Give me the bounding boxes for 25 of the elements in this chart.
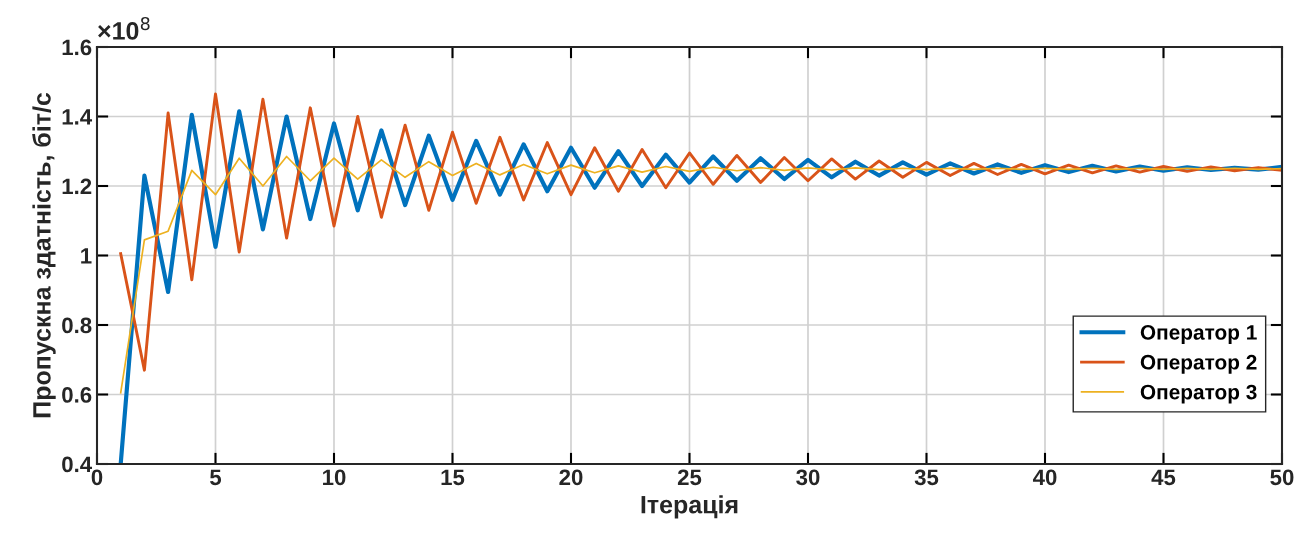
y-tick-label: 1 (81, 248, 92, 264)
y-tick-label: 1.6 (62, 39, 92, 56)
text: ×10$^{8}$ (98, 16, 150, 40)
legend-label: Оператор 2 (1140, 354, 1257, 374)
x-tick-label: 5 (210, 469, 222, 486)
legend-label: Оператор 3 (1140, 384, 1257, 404)
x-tick-label: 35 (914, 469, 939, 486)
x-tick-label: 40 (1032, 469, 1057, 486)
x-axis-title: Ітерація (641, 495, 738, 519)
x-tick-label: 45 (1151, 469, 1176, 486)
x-tick-label: 20 (559, 469, 583, 486)
x-tick-label: 30 (796, 469, 820, 486)
y-tick-label: 0.6 (62, 387, 92, 403)
x-tick-label: 50 (1270, 469, 1294, 486)
y-tick-label: 0.4 (62, 456, 93, 473)
y-tick-label: 1.2 (62, 178, 92, 195)
y-tick-label: 0.8 (62, 317, 92, 334)
x-tick-label: 10 (323, 469, 346, 486)
y-tick-label: 1.4 (62, 109, 93, 125)
x-tick-label: 15 (441, 469, 465, 486)
x-tick-label: 25 (677, 469, 702, 486)
line-series (119, 92, 1282, 372)
y-axis-title: Пропускна здатність, біт/с (32, 92, 56, 418)
legend-label: Оператор 1 (1140, 325, 1257, 344)
x-tick-label: 0 (91, 469, 103, 486)
